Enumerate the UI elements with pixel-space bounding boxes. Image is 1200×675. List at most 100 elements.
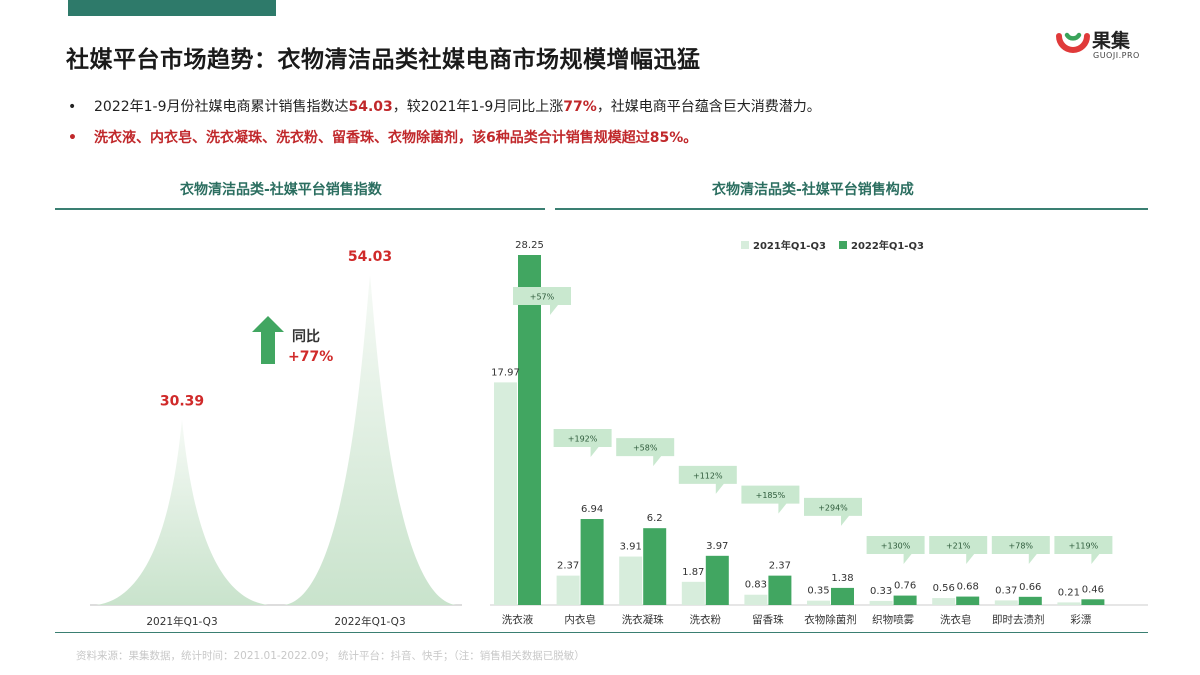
bar-2022 — [831, 587, 854, 605]
bar-2021 — [869, 600, 893, 605]
growth-callout-label: +185% — [756, 491, 786, 500]
category-tick-label: 洗衣粉 — [690, 613, 722, 626]
right-section-title: 衣物清洁品类-社媒平台销售构成 — [712, 182, 914, 198]
growth-callout-label: +112% — [693, 471, 723, 480]
sales-index-peak — [96, 419, 268, 605]
sales-index-value: 30.39 — [160, 393, 204, 409]
legend-swatch-2022 — [839, 241, 847, 249]
bullet-2-text: 洗衣液、内衣皂、洗衣凝珠、洗衣粉、留香珠、衣物除菌剂，该6种品类合计销售规模超过… — [94, 130, 698, 146]
growth-callout-label: +57% — [530, 293, 555, 302]
bullet-2: • 洗衣液、内衣皂、洗衣凝珠、洗衣粉、留香珠、衣物除菌剂，该6种品类合计销售规模超… — [68, 130, 698, 146]
top-accent-bar — [68, 0, 276, 16]
growth-callout-label: +78% — [1009, 542, 1034, 551]
bar-2022 — [893, 595, 917, 605]
right-section-line — [555, 208, 1148, 210]
growth-callout-label: +21% — [946, 542, 971, 551]
growth-callout-bubble — [929, 536, 988, 564]
bar-2022 — [518, 255, 541, 605]
category-tick-label: 洗衣皂 — [940, 613, 972, 626]
data-label-2022: 0.68 — [957, 582, 979, 593]
data-label-2021: 1.87 — [682, 567, 704, 578]
growth-value: +77% — [288, 349, 333, 365]
category-tick-label: 即时去渍剂 — [992, 613, 1045, 626]
category-tick-label: 留香珠 — [752, 613, 784, 626]
data-label-2021: 2.37 — [557, 561, 579, 572]
data-label-2021: 3.91 — [620, 542, 642, 553]
data-label-2021: 17.97 — [491, 367, 520, 378]
bar-2021 — [994, 600, 1018, 605]
data-label-2022: 28.25 — [515, 240, 544, 251]
bullet-1-post: ，社媒电商平台蕴含巨大消费潜力。 — [596, 99, 821, 115]
growth-label: 同比 — [292, 328, 320, 345]
growth-callout-label: +192% — [568, 435, 598, 444]
data-label-2021: 0.21 — [1058, 587, 1080, 598]
bar-2021 — [1057, 602, 1081, 605]
sales-index-peak — [284, 275, 456, 605]
bar-2021 — [932, 598, 956, 605]
category-tick-label: 彩漂 — [1070, 614, 1092, 626]
legend-swatch-2021 — [741, 241, 749, 249]
bar-2022 — [1018, 596, 1042, 605]
logo-icon — [1056, 32, 1090, 53]
bullet-1-value-index: 54.03 — [348, 99, 393, 115]
logo-subtitle: GUOJI.PRO — [1093, 51, 1140, 60]
growth-callout-label: +294% — [818, 503, 848, 512]
data-label-2021: 0.37 — [995, 585, 1017, 596]
bar-2022 — [705, 555, 729, 605]
category-tick-label: 衣物除菌剂 — [804, 613, 857, 626]
bar-2021 — [619, 556, 643, 605]
data-label-2022: 0.76 — [894, 581, 916, 592]
logo-name: 果集 — [1092, 30, 1131, 52]
growth-callout-bubble — [553, 429, 612, 458]
left-section-title: 衣物清洁品类-社媒平台销售指数 — [180, 182, 382, 198]
data-label-2021: 0.35 — [807, 586, 829, 597]
category-tick-label: 织物喷雾 — [872, 613, 914, 626]
page-title: 社媒平台市场趋势：衣物清洁品类社媒电商市场规模增幅迅猛 — [66, 47, 701, 73]
source-note: 资料来源：果集数据，统计时间：2021.01-2022.09； 统计平台：抖音、… — [76, 650, 585, 662]
category-tick-label: 内衣皂 — [564, 613, 596, 626]
growth-callout-bubble — [678, 465, 737, 494]
data-label-2022: 1.38 — [831, 573, 853, 584]
bar-2022 — [956, 596, 980, 605]
bar-2021 — [556, 575, 580, 605]
growth-callout-bubble — [991, 536, 1050, 564]
growth-callout-bubble — [513, 287, 571, 315]
category-tick-label: 洗衣液 — [502, 613, 534, 626]
legend-label-2021: 2021年Q1-Q3 — [753, 239, 826, 252]
bar-2022 — [580, 519, 604, 605]
bar-2021 — [807, 600, 830, 605]
growth-callout-bubble — [804, 497, 862, 526]
bar-2022 — [768, 575, 792, 605]
bullet-1-mid: ，较2021年1-9月同比上涨 — [392, 99, 564, 115]
data-label-2021: 0.83 — [745, 580, 767, 591]
bar-2022 — [1081, 599, 1105, 605]
bullet-1: • 2022年1-9月份社媒电商累计销售指数达54.03，较2021年1-9月同比… — [68, 99, 821, 115]
bar-2021 — [681, 581, 705, 605]
x-tick-label: 2022年Q1-Q3 — [334, 615, 405, 628]
growth-callout-bubble — [1054, 536, 1113, 564]
data-label-2022: 6.94 — [581, 504, 603, 515]
data-label-2022: 0.66 — [1019, 582, 1041, 593]
bullet-1-value-growth: 77% — [563, 99, 597, 115]
data-label-2022: 6.2 — [647, 513, 663, 524]
x-tick-label: 2021年Q1-Q3 — [146, 615, 217, 628]
bullet-1-pre: 2022年1-9月份社媒电商累计销售指数达 — [94, 99, 349, 115]
data-label-2022: 3.97 — [706, 541, 728, 552]
sales-index-value: 54.03 — [348, 249, 392, 265]
growth-callout-bubble — [741, 485, 800, 514]
logo: 果集 GUOJI.PRO — [1056, 24, 1186, 68]
data-label-2021: 0.56 — [933, 583, 955, 594]
growth-callout-label: +58% — [633, 444, 658, 453]
data-label-2022: 0.46 — [1082, 584, 1104, 595]
growth-callout-label: +130% — [881, 542, 911, 551]
growth-callout-bubble — [616, 438, 675, 467]
footer-divider — [55, 632, 1148, 633]
up-arrow-icon — [252, 316, 284, 364]
legend-label-2022: 2022年Q1-Q3 — [851, 239, 924, 252]
bar-2021 — [494, 382, 517, 605]
bar-2022 — [643, 528, 667, 605]
data-label-2021: 0.33 — [870, 586, 892, 597]
bar-2021 — [744, 594, 768, 605]
